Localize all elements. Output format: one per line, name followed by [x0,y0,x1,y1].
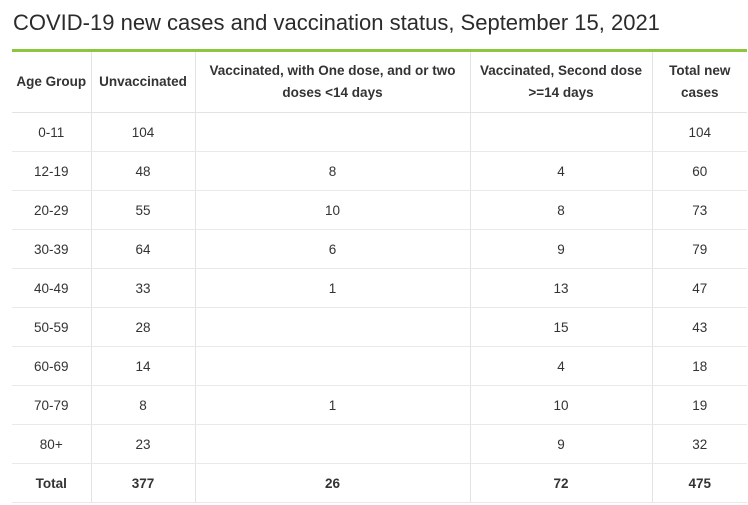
total-cell: 79 [651,229,747,269]
one-dose-cell: 6 [194,229,470,269]
age-group-cell: 20-29 [12,190,91,230]
one-dose-cell [194,307,470,347]
second-dose-cell: 9 [469,424,652,464]
total-cell: 19 [651,385,747,425]
unvaccinated-cell: 33 [90,268,195,308]
total-cell: 32 [651,424,747,464]
age-group-cell: 80+ [12,424,91,464]
unvaccinated-cell: 8 [90,385,195,425]
second-dose-cell: 9 [469,229,652,269]
table-row: 70-79 8 1 10 19 [12,385,747,425]
table-row: 30-39 64 6 9 79 [12,229,747,269]
title-underline [12,49,747,52]
age-group-cell: 12-19 [12,151,91,191]
unvaccinated-cell: 377 [90,463,195,503]
table-row: 0-11 104 104 [12,112,747,152]
age-group-cell: Total [12,463,91,503]
header-total-new-cases: Total new cases [651,52,747,113]
total-row: Total 377 26 72 475 [12,463,747,503]
second-dose-cell: 13 [469,268,652,308]
total-cell: 475 [651,463,747,503]
table-row: 80+ 23 9 32 [12,424,747,464]
table-row: 50-59 28 15 43 [12,307,747,347]
second-dose-cell: 4 [469,151,652,191]
second-dose-cell: 10 [469,385,652,425]
unvaccinated-cell: 28 [90,307,195,347]
table-row: 40-49 33 1 13 47 [12,268,747,308]
one-dose-cell [194,346,470,386]
age-group-cell: 0-11 [12,112,91,152]
header-age-group: Age Group [12,52,91,113]
total-cell: 60 [651,151,747,191]
age-group-cell: 50-59 [12,307,91,347]
total-cell: 104 [651,112,747,152]
second-dose-cell [469,112,652,152]
header-one-dose: Vaccinated, with One dose, and or two do… [194,52,470,113]
age-group-cell: 40-49 [12,268,91,308]
age-group-cell: 60-69 [12,346,91,386]
unvaccinated-cell: 48 [90,151,195,191]
age-group-cell: 70-79 [12,385,91,425]
one-dose-cell [194,424,470,464]
second-dose-cell: 4 [469,346,652,386]
table-row: 60-69 14 4 18 [12,346,747,386]
age-group-cell: 30-39 [12,229,91,269]
table-row: 12-19 48 8 4 60 [12,151,747,191]
one-dose-cell: 1 [194,385,470,425]
unvaccinated-cell: 64 [90,229,195,269]
header-unvaccinated: Unvaccinated [90,52,195,113]
total-cell: 47 [651,268,747,308]
page-title: COVID-19 new cases and vaccination statu… [13,10,660,35]
total-cell: 18 [651,346,747,386]
second-dose-cell: 72 [469,463,652,503]
one-dose-cell: 1 [194,268,470,308]
one-dose-cell: 26 [194,463,470,503]
one-dose-cell: 10 [194,190,470,230]
total-cell: 43 [651,307,747,347]
unvaccinated-cell: 104 [90,112,195,152]
unvaccinated-cell: 14 [90,346,195,386]
header-second-dose: Vaccinated, Second dose >=14 days [469,52,652,113]
cases-table: Age Group Unvaccinated Vaccinated, with … [12,52,747,503]
second-dose-cell: 15 [469,307,652,347]
unvaccinated-cell: 55 [90,190,195,230]
second-dose-cell: 8 [469,190,652,230]
table-row: 20-29 55 10 8 73 [12,190,747,230]
total-cell: 73 [651,190,747,230]
unvaccinated-cell: 23 [90,424,195,464]
header-row: Age Group Unvaccinated Vaccinated, with … [12,52,747,113]
one-dose-cell: 8 [194,151,470,191]
one-dose-cell [194,112,470,152]
